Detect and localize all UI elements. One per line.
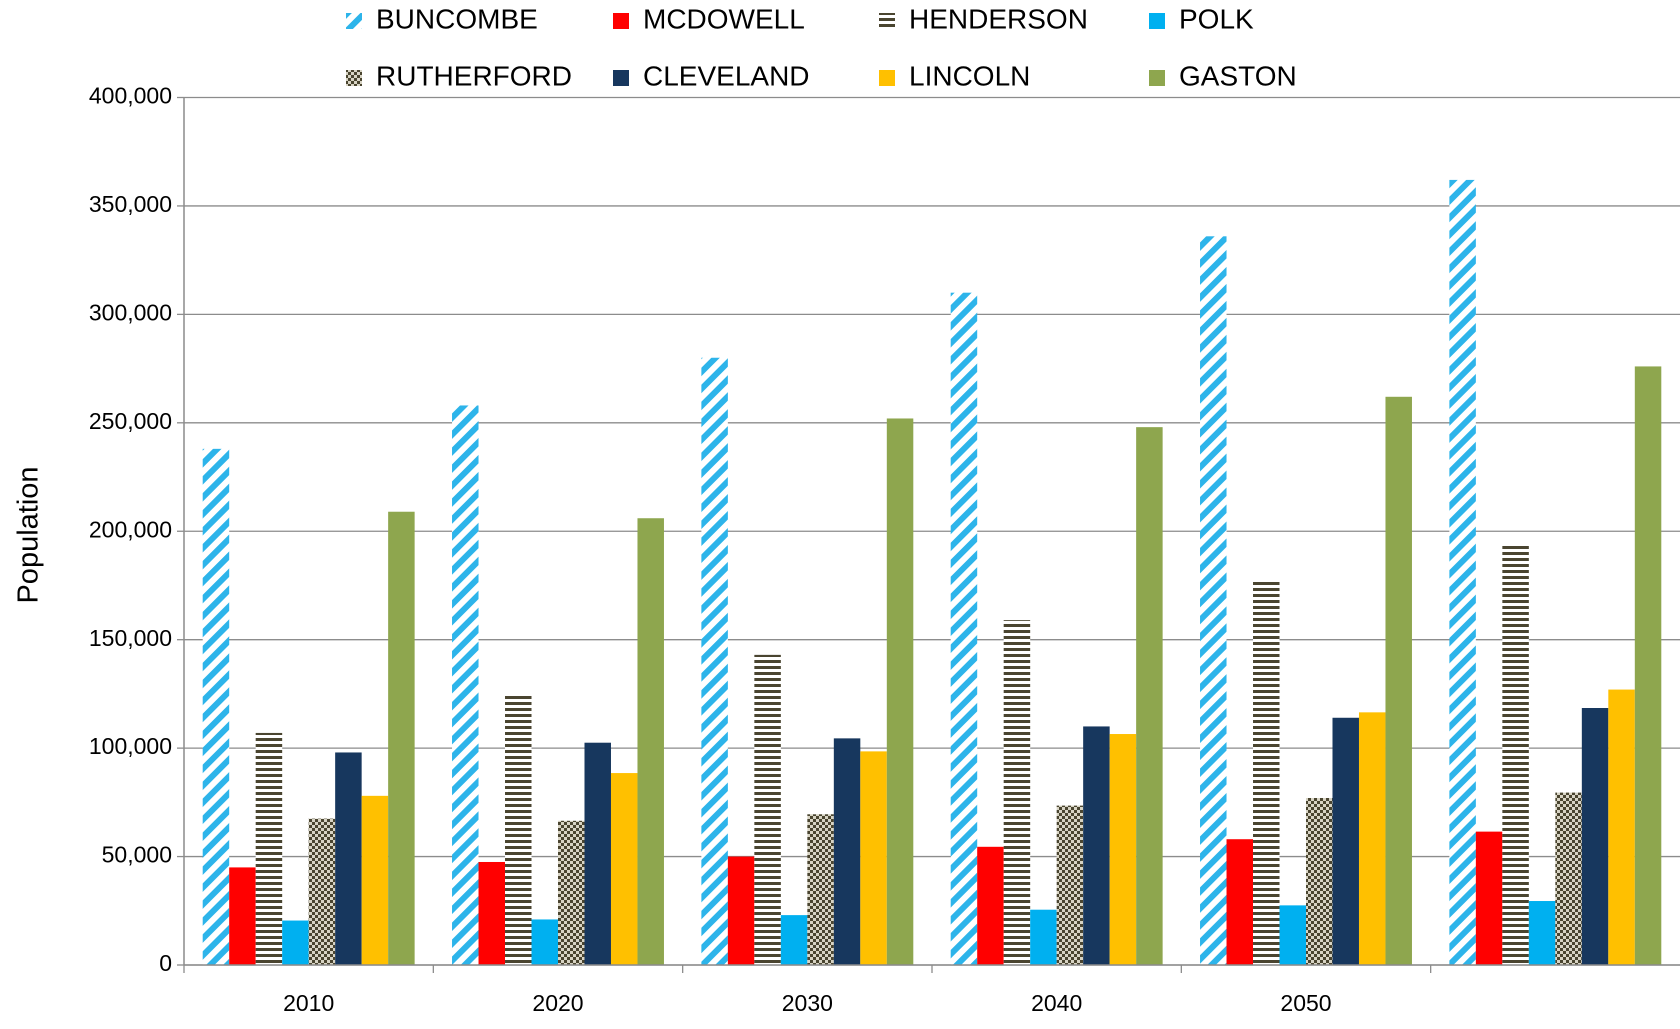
bar	[584, 742, 611, 965]
bar	[1358, 712, 1386, 965]
bar	[361, 795, 389, 965]
bar	[886, 418, 914, 966]
y-axis-title: Population	[13, 466, 45, 603]
bar	[780, 915, 808, 965]
bar	[1475, 831, 1503, 965]
legend-swatch	[613, 70, 629, 86]
bar	[754, 654, 781, 965]
bar	[1581, 708, 1609, 965]
bar	[1056, 805, 1084, 965]
bar	[229, 867, 256, 965]
bar	[610, 773, 638, 965]
legend-label: MCDOWELL	[643, 3, 805, 34]
bar	[727, 856, 755, 965]
x-tick-label: 2020	[532, 990, 583, 1016]
bar	[308, 818, 336, 965]
bar	[1528, 901, 1556, 965]
legend-label: HENDERSON	[909, 3, 1088, 34]
bar	[1253, 581, 1280, 965]
legend-swatch	[613, 13, 629, 29]
bar	[1083, 726, 1110, 965]
bar	[388, 511, 415, 965]
bar	[977, 846, 1004, 965]
bar	[452, 405, 479, 965]
bar	[1555, 792, 1582, 965]
bar	[1226, 839, 1254, 965]
legend-label: GASTON	[1179, 60, 1297, 91]
bar	[505, 693, 532, 965]
bar	[1608, 689, 1635, 965]
bar	[1200, 236, 1227, 966]
bar	[1136, 427, 1163, 965]
bar	[1003, 620, 1031, 965]
bar	[202, 448, 230, 965]
y-tick-label: 150,000	[89, 625, 172, 651]
x-tick-label: 2050	[1280, 990, 1331, 1016]
bar	[1502, 544, 1529, 965]
bar	[1109, 734, 1137, 965]
bar	[1030, 909, 1057, 965]
bar	[478, 861, 506, 965]
bar	[1306, 798, 1333, 965]
bar	[1385, 396, 1412, 966]
y-tick-label: 250,000	[89, 408, 172, 434]
bar	[255, 732, 283, 965]
legend-swatch	[346, 13, 362, 29]
y-tick-label: 0	[159, 950, 172, 976]
x-tick-label: 2040	[1031, 990, 1082, 1016]
bar	[531, 919, 558, 965]
bar	[1449, 179, 1476, 966]
x-tick-label: 2030	[782, 990, 833, 1016]
bar	[558, 820, 585, 965]
legend-label: LINCOLN	[909, 60, 1030, 91]
legend-swatch	[1149, 70, 1165, 86]
y-tick-label: 350,000	[89, 191, 172, 217]
bar	[1279, 905, 1306, 965]
bar	[282, 920, 309, 965]
y-tick-label: 200,000	[89, 516, 172, 542]
bar	[335, 752, 362, 965]
bar	[950, 292, 978, 965]
legend-label: RUTHERFORD	[376, 60, 572, 91]
legend-swatch	[1149, 13, 1165, 29]
bar	[637, 518, 664, 965]
legend-swatch	[879, 13, 895, 29]
bar	[860, 751, 887, 965]
legend-swatch	[879, 70, 895, 86]
y-tick-label: 400,000	[89, 83, 172, 109]
y-tick-label: 100,000	[89, 733, 172, 759]
bar	[833, 738, 861, 965]
bar	[701, 357, 728, 965]
bar	[1332, 717, 1359, 965]
bar	[1634, 366, 1662, 965]
y-tick-label: 50,000	[102, 842, 172, 868]
legend-swatch	[346, 70, 362, 86]
legend-label: BUNCOMBE	[376, 3, 538, 34]
x-tick-label: 2010	[283, 990, 334, 1016]
y-tick-label: 300,000	[89, 299, 172, 325]
legend-label: POLK	[1179, 3, 1254, 34]
legend-label: CLEVELAND	[643, 60, 810, 91]
bar	[807, 814, 834, 965]
